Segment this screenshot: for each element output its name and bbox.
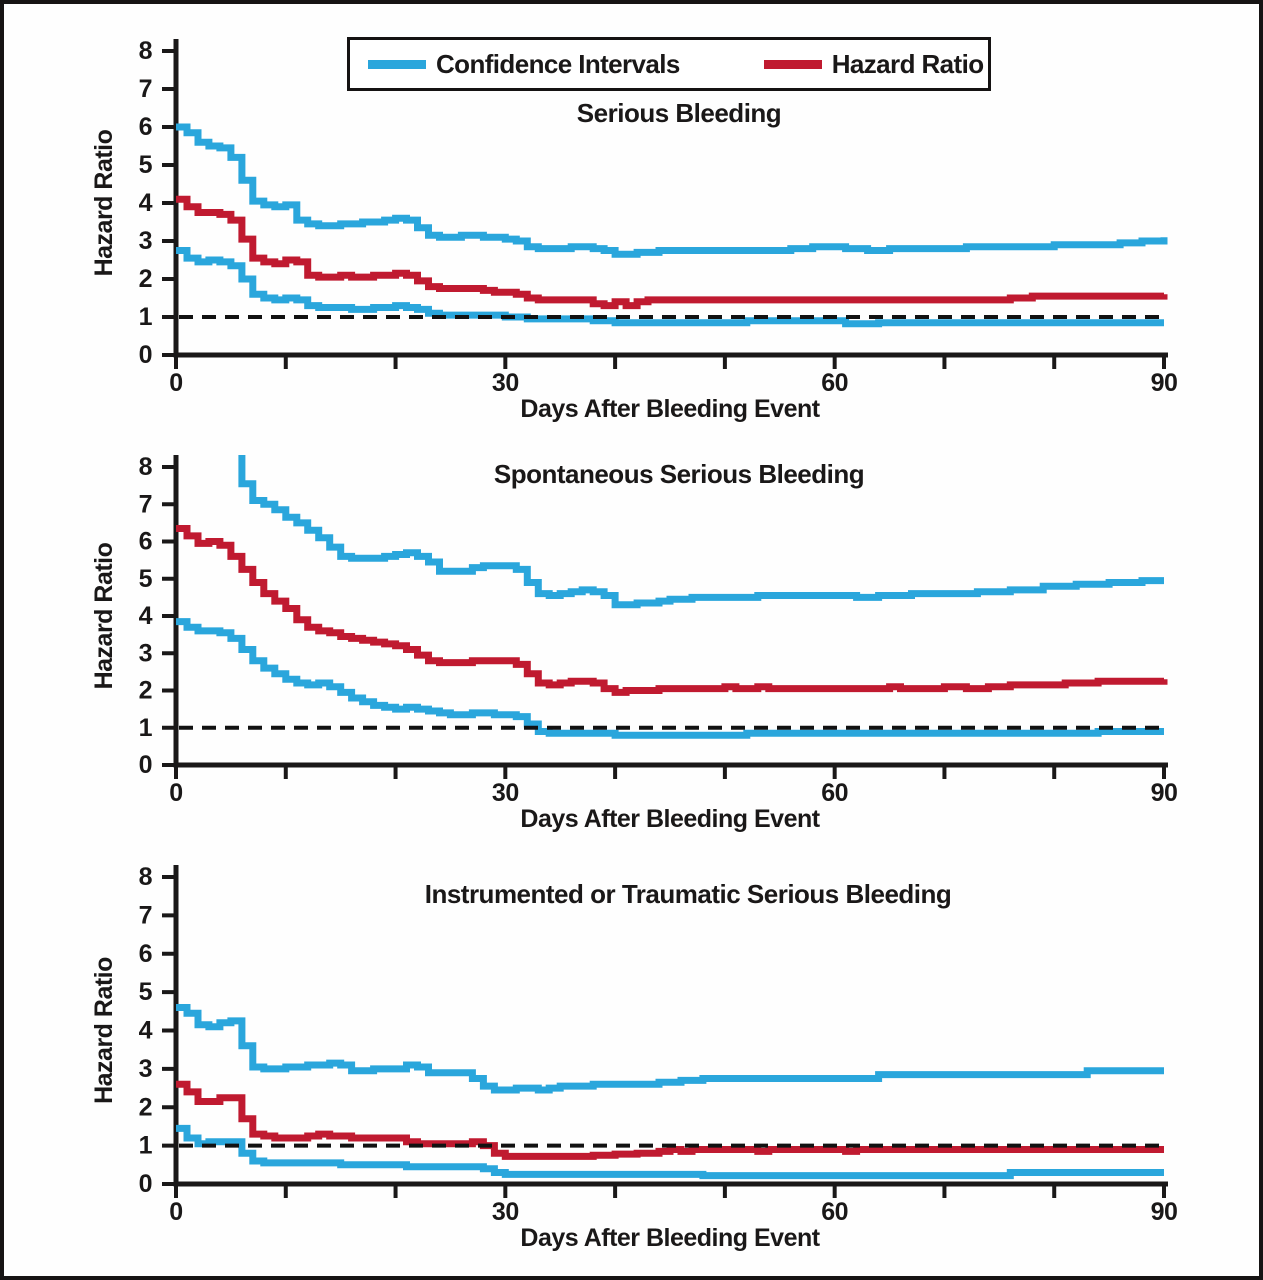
hazard-ratio-label: Hazard Ratio xyxy=(831,49,984,79)
ci-lower-line xyxy=(176,618,1164,739)
y-tick-label: 2 xyxy=(139,677,152,705)
ci-upper-line xyxy=(238,455,1164,609)
panel-title: Spontaneous Serious Bleeding xyxy=(494,459,864,489)
y-axis-label: Hazard Ratio xyxy=(90,542,118,689)
x-axis-label: Days After Bleeding Event xyxy=(520,395,820,423)
y-tick-label: 2 xyxy=(139,265,152,293)
y-tick-label: 8 xyxy=(139,453,153,481)
ci-lower-line xyxy=(176,1124,1164,1180)
y-tick-label: 4 xyxy=(139,602,153,630)
y-tick-label: 0 xyxy=(139,341,152,369)
confidence-intervals-label: Confidence Intervals xyxy=(436,49,680,79)
y-tick-label: 3 xyxy=(139,1055,152,1083)
y-tick-label: 7 xyxy=(139,490,152,518)
hr-legend-swatch xyxy=(763,59,822,69)
x-tick-label: 90 xyxy=(1151,369,1178,397)
y-tick-label: 6 xyxy=(139,528,152,556)
y-tick-label: 7 xyxy=(139,901,152,929)
y-tick-label: 0 xyxy=(139,1170,152,1198)
x-axis-label: Days After Bleeding Event xyxy=(520,1224,820,1252)
x-tick-label: 30 xyxy=(492,779,519,807)
y-tick-label: 8 xyxy=(139,37,153,65)
y-tick-label: 7 xyxy=(139,75,152,103)
y-tick-label: 5 xyxy=(139,565,153,593)
y-tick-label: 3 xyxy=(139,227,152,255)
x-axis-label: Days After Bleeding Event xyxy=(520,805,820,833)
y-tick-label: 2 xyxy=(139,1093,152,1121)
panel-3-instrumented-or-traumatic-serious-bleeding: 0 1 2 3 4 5 6 7 8 0 30 60 90 Hazard Ratio Days After B… xyxy=(90,863,1178,1252)
y-axis-label: Hazard Ratio xyxy=(90,957,118,1104)
x-tick-label: 90 xyxy=(1151,779,1178,807)
y-tick-label: 1 xyxy=(139,303,153,331)
panel-1-serious-bleeding: 0 1 2 3 4 5 6 7 8 0 30 60 90 Hazard Ratio Days After B… xyxy=(90,37,1178,423)
y-tick-label: 4 xyxy=(139,189,153,217)
y-tick-label: 0 xyxy=(139,751,152,779)
x-tick-label: 0 xyxy=(169,1198,182,1226)
x-tick-label: 30 xyxy=(492,1198,519,1226)
y-tick-label: 1 xyxy=(139,714,153,742)
x-tick-label: 60 xyxy=(821,779,848,807)
x-tick-label: 0 xyxy=(169,779,182,807)
x-tick-label: 0 xyxy=(169,369,182,397)
legend-item-hazard-ratio: Hazard Ratio xyxy=(763,49,984,79)
hazard-ratio-line xyxy=(176,525,1168,696)
legend: Confidence Intervals Hazard Ratio xyxy=(347,37,991,91)
y-tick-label: 5 xyxy=(139,151,153,179)
y-tick-label: 1 xyxy=(139,1132,153,1160)
panel-title: Instrumented or Traumatic Serious Bleedi… xyxy=(425,879,952,909)
ci-upper-line xyxy=(176,123,1168,258)
y-tick-label: 3 xyxy=(139,639,152,667)
hazard-ratio-line xyxy=(176,195,1168,310)
y-tick-label: 6 xyxy=(139,940,152,968)
legend-item-confidence-intervals: Confidence Intervals xyxy=(368,51,680,77)
panel-2-spontaneous-serious-bleeding: 0 1 2 3 4 5 6 7 8 0 30 60 90 Hazard Ratio Days After B… xyxy=(90,453,1178,833)
x-tick-label: 60 xyxy=(821,369,848,397)
ci-upper-line xyxy=(176,1004,1164,1094)
y-tick-label: 8 xyxy=(139,863,153,891)
x-tick-label: 90 xyxy=(1151,1198,1178,1226)
x-tick-label: 60 xyxy=(821,1198,848,1226)
y-tick-label: 5 xyxy=(139,978,153,1006)
y-axis-label: Hazard Ratio xyxy=(90,129,118,276)
ci-legend-swatch xyxy=(368,59,426,69)
ci-lower-line xyxy=(176,247,1164,328)
y-tick-label: 4 xyxy=(139,1017,153,1045)
panel-title: Serious Bleeding xyxy=(577,98,781,128)
y-tick-label: 6 xyxy=(139,113,152,141)
hazard-ratio-line xyxy=(176,1080,1164,1160)
x-tick-label: 30 xyxy=(492,369,519,397)
